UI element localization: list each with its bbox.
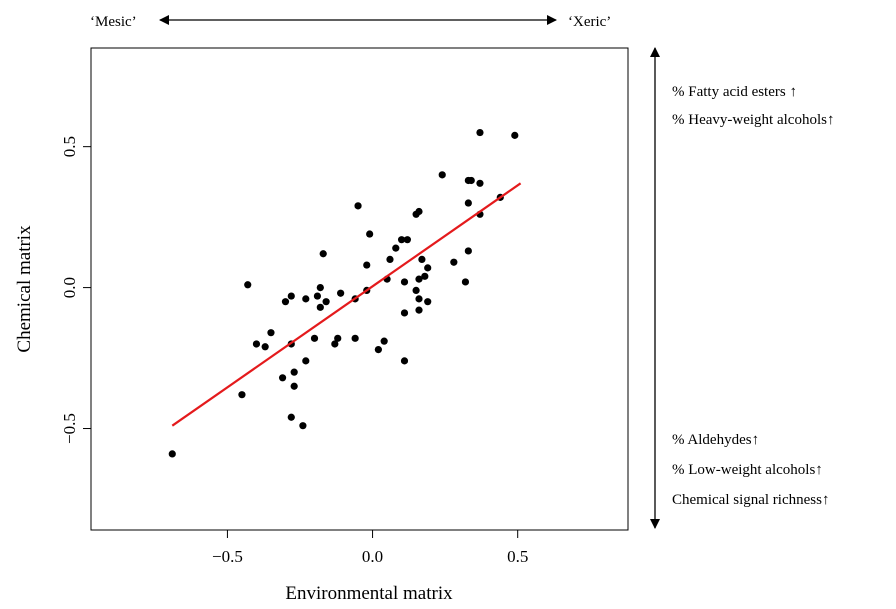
data-point bbox=[287, 292, 295, 300]
data-points bbox=[168, 128, 519, 458]
data-point bbox=[261, 343, 269, 351]
data-point bbox=[412, 286, 420, 295]
data-point bbox=[290, 382, 298, 390]
data-point bbox=[421, 272, 429, 280]
data-point bbox=[334, 334, 342, 342]
side-annotation: Chemical signal richness↑ bbox=[672, 492, 829, 508]
data-point bbox=[322, 298, 330, 306]
data-point bbox=[244, 281, 252, 289]
y-tick-label: 0.5 bbox=[60, 136, 79, 157]
data-point bbox=[397, 236, 406, 244]
data-point bbox=[392, 244, 400, 252]
data-point bbox=[424, 298, 432, 306]
data-point bbox=[380, 337, 388, 345]
side-annotation: % Heavy-weight alcohols↑ bbox=[672, 112, 834, 128]
data-point bbox=[403, 236, 411, 244]
data-point bbox=[281, 298, 290, 306]
data-point bbox=[415, 306, 423, 314]
data-point bbox=[450, 258, 458, 266]
data-point bbox=[290, 368, 298, 376]
data-point bbox=[467, 176, 475, 185]
xeric-label: ‘Xeric’ bbox=[568, 14, 611, 30]
data-point bbox=[331, 340, 339, 348]
data-point bbox=[386, 255, 394, 264]
data-point bbox=[316, 303, 324, 311]
data-point bbox=[400, 278, 409, 286]
data-point bbox=[319, 250, 327, 258]
y-tick-label: 0.0 bbox=[60, 277, 79, 298]
data-point bbox=[287, 413, 295, 421]
data-point bbox=[337, 289, 345, 297]
data-point bbox=[438, 171, 446, 179]
y-tick-label: −0.5 bbox=[60, 413, 79, 444]
data-point bbox=[418, 255, 426, 264]
data-point bbox=[374, 346, 382, 354]
data-point bbox=[424, 264, 432, 272]
side-annotation: % Aldehydes↑ bbox=[672, 432, 759, 448]
data-point bbox=[267, 329, 275, 337]
x-tick-label: 0.0 bbox=[362, 547, 383, 566]
y-axis-title: Chemical matrix bbox=[14, 225, 35, 353]
side-annotations-bottom: % Aldehydes↑ % Low-weight alcohols↑ Chemic… bbox=[672, 432, 829, 508]
data-point bbox=[415, 207, 423, 216]
data-point bbox=[415, 295, 423, 303]
data-point bbox=[354, 202, 362, 210]
data-point bbox=[310, 334, 319, 342]
data-point bbox=[476, 179, 484, 187]
data-point bbox=[415, 275, 423, 283]
data-point bbox=[476, 128, 484, 137]
x-axis: −0.5 0.0 0.5 bbox=[212, 530, 528, 566]
data-point bbox=[363, 261, 371, 269]
data-point bbox=[400, 309, 409, 317]
data-point bbox=[351, 334, 359, 342]
x-axis-title: Environmental matrix bbox=[285, 583, 453, 604]
data-point bbox=[464, 247, 472, 255]
data-point bbox=[313, 292, 322, 300]
y-axis: −0.5 0.0 0.5 bbox=[60, 136, 91, 444]
data-point bbox=[511, 131, 519, 139]
data-point bbox=[302, 295, 310, 303]
regression-line bbox=[171, 182, 522, 427]
side-annotation: % Fatty acid esters ↑ bbox=[672, 84, 797, 100]
side-annotation: % Low-weight alcohols↑ bbox=[672, 462, 823, 478]
data-point bbox=[302, 357, 310, 365]
data-point bbox=[278, 374, 287, 382]
data-point bbox=[461, 278, 470, 286]
x-tick-label: 0.5 bbox=[507, 547, 528, 566]
data-point bbox=[299, 422, 307, 430]
data-point bbox=[400, 357, 409, 365]
data-point bbox=[168, 450, 176, 458]
data-point bbox=[464, 199, 472, 207]
data-point bbox=[238, 391, 246, 399]
plot-frame bbox=[90, 47, 629, 531]
x-tick-label: −0.5 bbox=[212, 547, 243, 566]
mesic-label: ‘Mesic’ bbox=[90, 14, 137, 30]
side-annotations-top: % Fatty acid esters ↑ % Heavy-weight alco… bbox=[672, 84, 834, 128]
data-point bbox=[366, 230, 374, 238]
data-point bbox=[316, 283, 324, 292]
data-point bbox=[252, 340, 261, 348]
